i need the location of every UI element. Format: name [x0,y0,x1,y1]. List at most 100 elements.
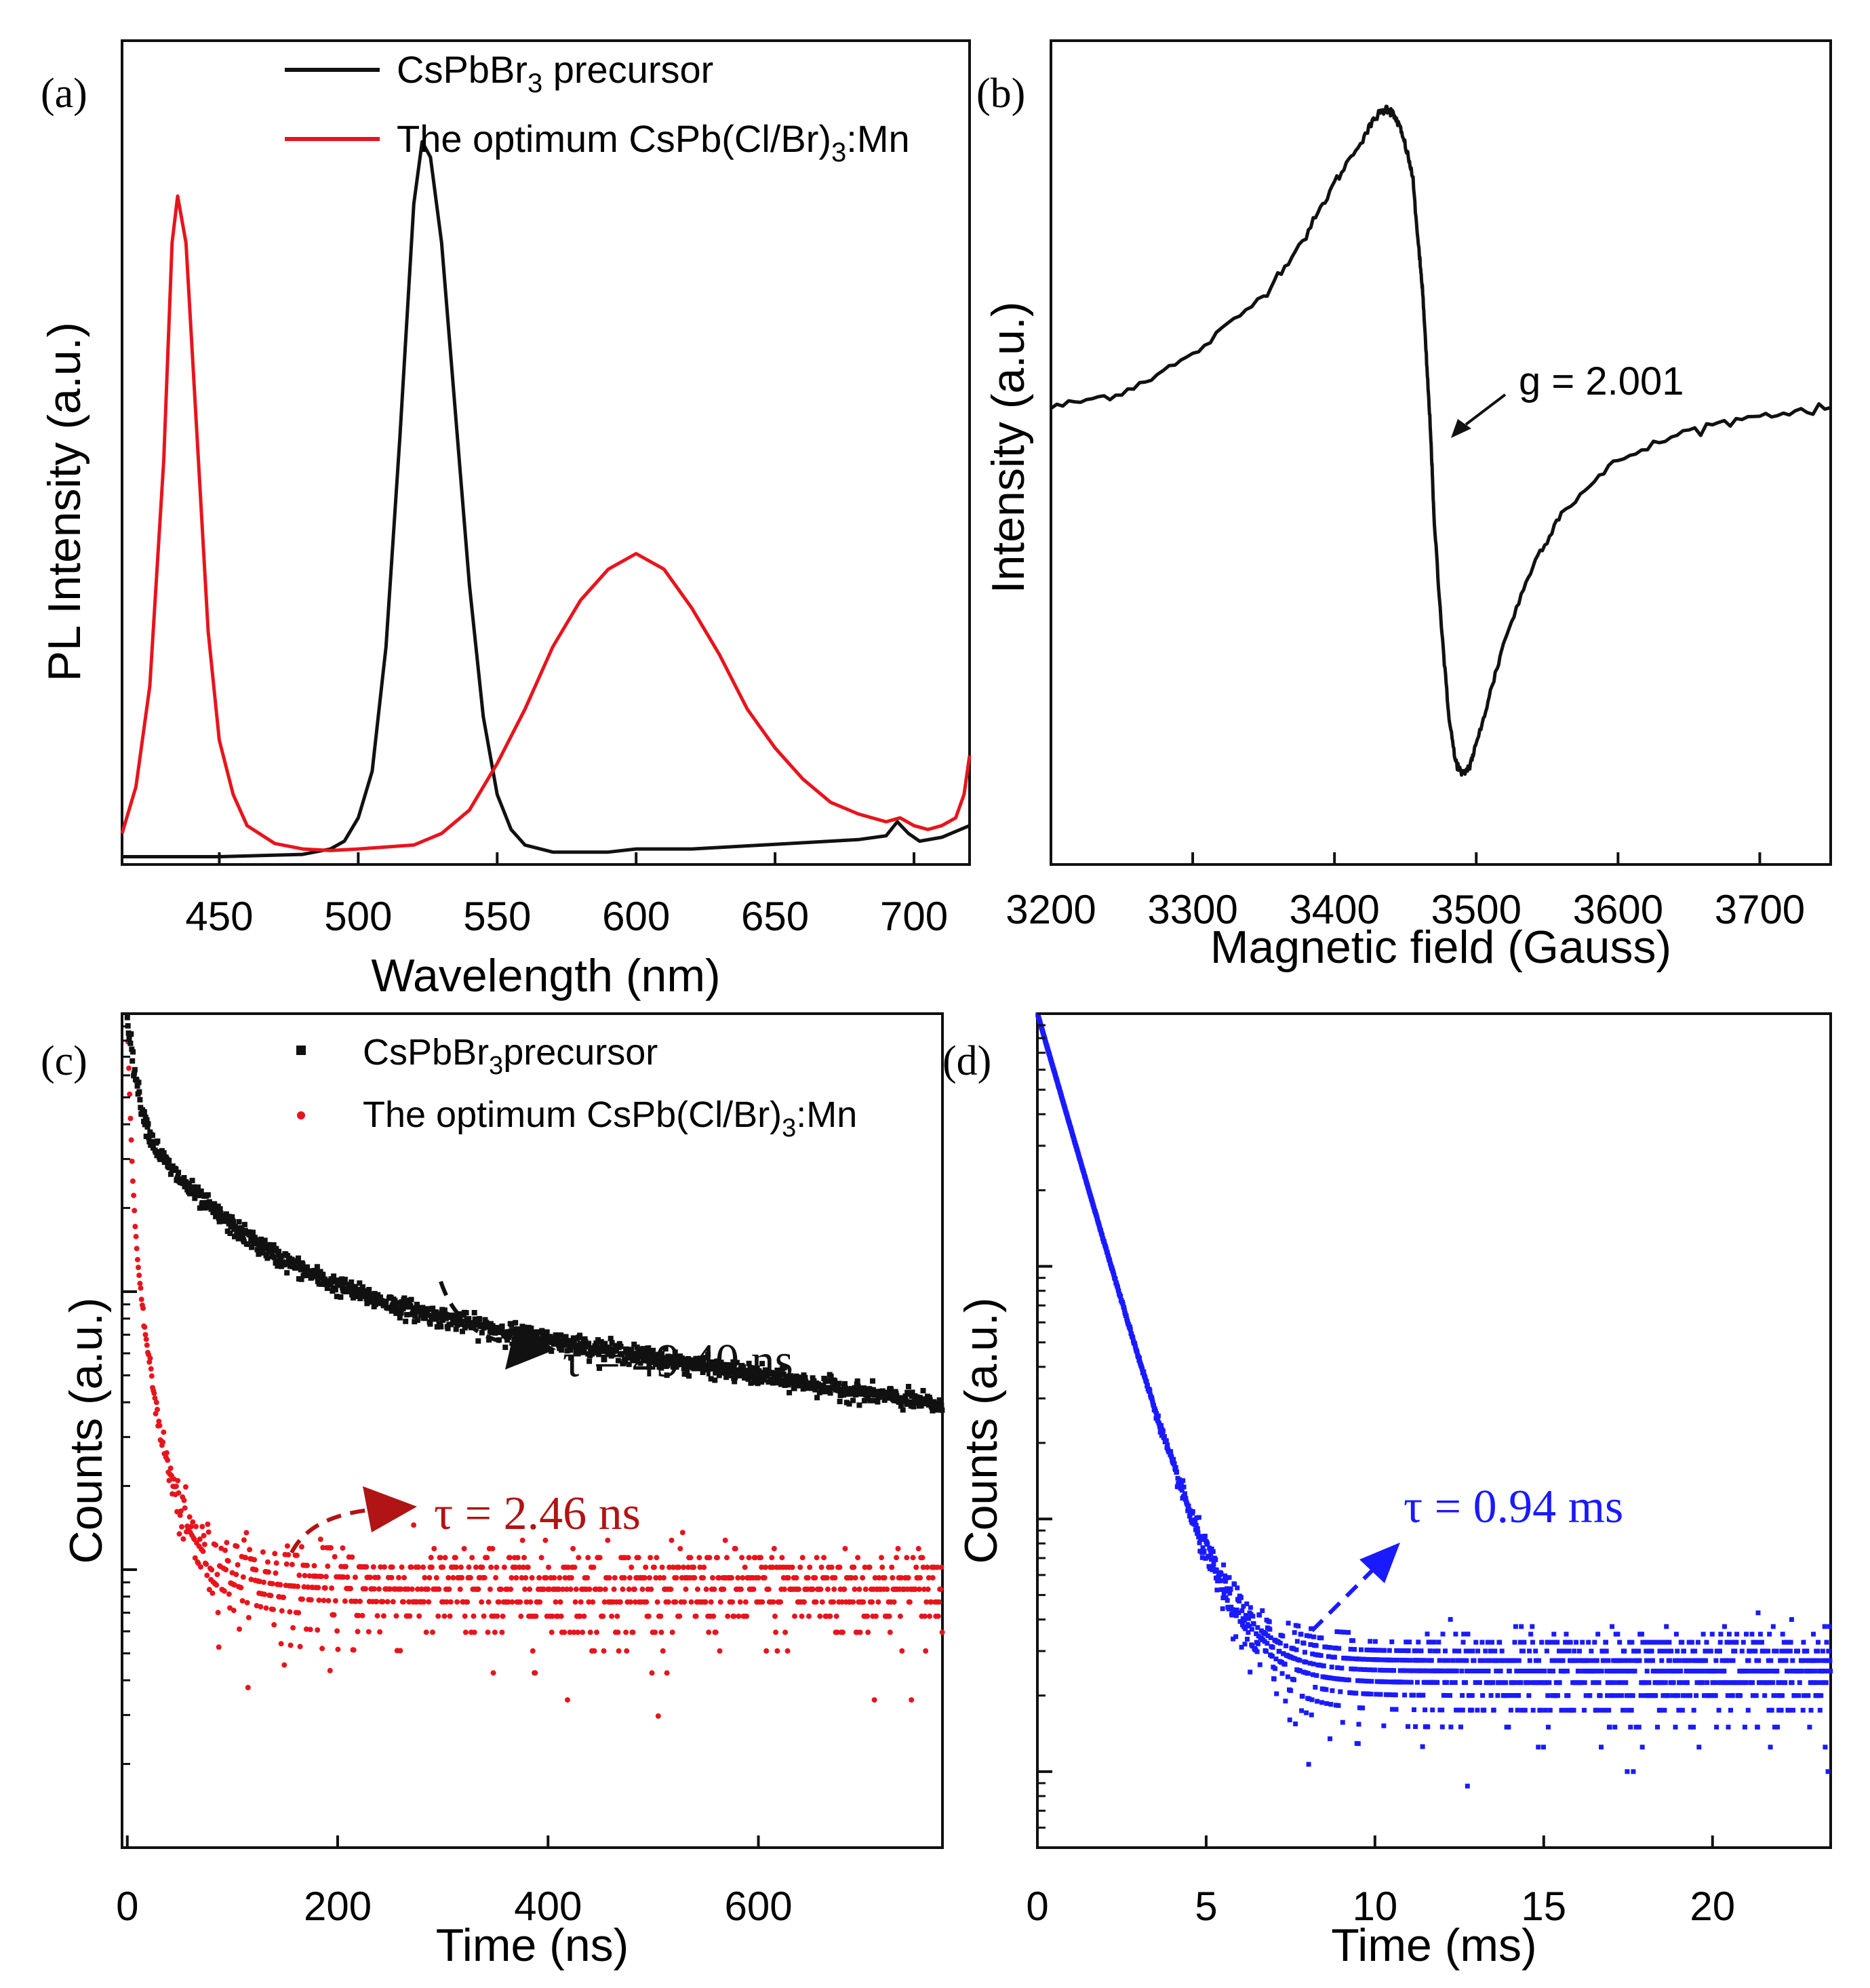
data-point [1395,1657,1400,1663]
data-point [1724,1658,1729,1663]
data-point [1202,1534,1208,1538]
data-point [693,1355,699,1361]
data-point [168,1171,174,1177]
data-point [1827,1624,1832,1629]
data-point [1145,1383,1150,1388]
data-point [1181,1484,1187,1490]
data-point [1581,1669,1587,1674]
data-point [1400,1658,1406,1663]
data-point [1617,1639,1623,1645]
data-point [898,1575,904,1581]
data-point [560,1586,565,1592]
data-point [1564,1669,1570,1674]
data-point [1591,1680,1596,1686]
data-point [1779,1648,1785,1654]
data-point [1380,1657,1385,1663]
data-point [1734,1631,1740,1637]
data-point [213,1542,219,1548]
data-point [418,1309,424,1315]
data-point [1678,1669,1684,1674]
data-point [1691,1724,1696,1730]
data-point [240,1233,246,1239]
data-point [1237,1618,1243,1624]
data-point [519,1575,525,1581]
data-point [601,1648,607,1654]
data-point [860,1391,866,1397]
data-point [1336,1703,1341,1708]
data-point [438,1324,444,1330]
data-point [673,1575,679,1581]
data-point [250,1229,256,1235]
data-point [1452,1680,1458,1685]
data-point [651,1357,656,1363]
data-point [1538,1707,1543,1713]
data-point [1672,1669,1677,1674]
data-point [319,1574,324,1579]
data-point [641,1357,647,1364]
data-point [278,1641,284,1647]
data-point [679,1530,685,1536]
data-point [857,1629,863,1635]
data-point [1186,1503,1191,1509]
data-point [1642,1639,1648,1645]
data-point [297,1644,303,1650]
data-point [1682,1648,1686,1654]
data-point [1334,1629,1340,1634]
data-point [475,1586,481,1592]
x-tick-label: 3200 [1006,887,1096,932]
panel-a: (a) 450 500 550 600 650 700 Wavelength (nm) P… [39,39,972,1001]
data-point [1319,1635,1324,1641]
data-point [626,1586,632,1592]
data-point [864,1613,871,1619]
data-point [747,1370,753,1376]
data-point [216,1644,222,1650]
data-point [1235,1585,1240,1591]
data-point [1319,1700,1325,1705]
data-point [1561,1648,1566,1654]
data-point [1314,1673,1319,1678]
data-point [568,1586,574,1592]
data-point [530,1332,536,1338]
data-point [1546,1724,1551,1730]
data-point [553,1332,559,1338]
data-point [1655,1639,1660,1645]
data-point [557,1599,563,1605]
data-point [688,1599,694,1605]
data-point [384,1599,391,1605]
data-point [322,1585,328,1591]
data-point [1823,1745,1828,1750]
data-point [763,1648,770,1654]
data-point [210,1590,216,1596]
data-point [1318,1663,1323,1668]
data-point [827,1390,833,1396]
data-point [1399,1679,1404,1685]
lifetime-label-red: τ = 2.46 ns [434,1488,641,1540]
data-point [648,1555,654,1561]
data-point [1304,1633,1309,1638]
data-point [181,1175,187,1180]
data-point [1610,1624,1615,1629]
data-point [555,1336,561,1343]
data-point [1740,1639,1746,1645]
data-point [479,1330,485,1336]
data-point [144,1342,150,1348]
data-point [1667,1658,1673,1663]
data-point [198,1564,203,1570]
data-point [1780,1631,1785,1637]
data-point [1625,1658,1631,1663]
data-point [921,1586,927,1592]
data-point [411,1310,417,1316]
data-point [935,1613,941,1619]
data-point [1311,1661,1316,1667]
data-point [1657,1648,1663,1654]
data-point [166,1477,172,1484]
data-point [1644,1648,1649,1654]
data-point [1555,1639,1560,1645]
data-point [1673,1724,1678,1730]
data-point [1611,1680,1616,1686]
data-point [643,1599,650,1605]
data-point [1481,1707,1487,1713]
data-point [1774,1648,1779,1654]
data-point [192,1555,198,1561]
data-point [281,1662,287,1668]
